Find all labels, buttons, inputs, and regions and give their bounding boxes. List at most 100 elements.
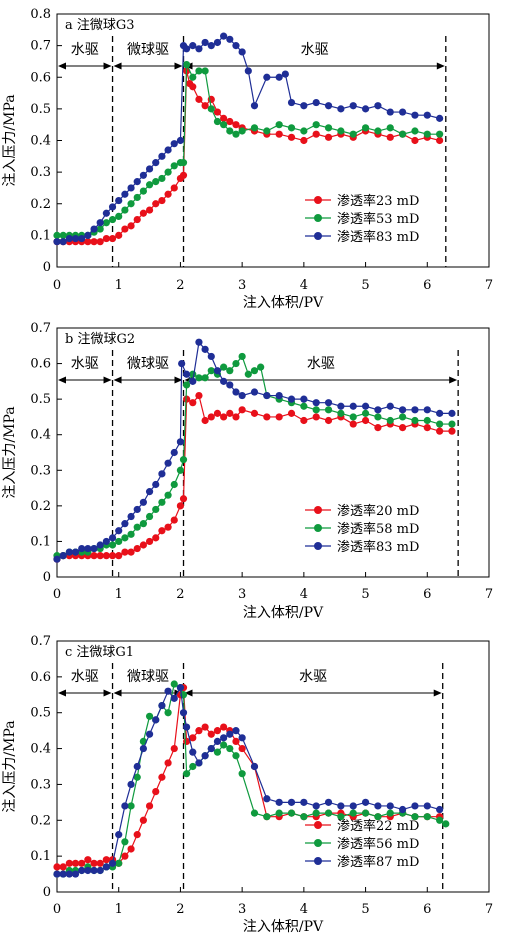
y-axis-title: 注入压力/MPa [2, 720, 18, 812]
series-blue [53, 684, 444, 878]
stage-arrowhead [103, 62, 112, 70]
data-point [127, 548, 135, 556]
data-point [158, 527, 166, 535]
data-point [287, 798, 296, 806]
data-point [78, 859, 86, 867]
data-point [349, 802, 357, 810]
data-point [337, 402, 345, 410]
data-point [300, 402, 308, 410]
data-point [374, 413, 382, 421]
data-point [170, 140, 178, 148]
data-point [133, 178, 141, 186]
y-axis-title: 注入压力/MPa [2, 406, 18, 498]
stage-label: 水驱 [71, 356, 99, 372]
y-tick-label: 0.4 [30, 428, 51, 443]
data-point [226, 730, 234, 738]
panel-a: 0 1 2 3 4 5 6 7 0 0.1 0.2 0.3 0.4 0.5 0.6 0.7 0.8 注入体积/PV… [2, 7, 493, 311]
data-point [201, 345, 209, 353]
data-point [324, 416, 333, 425]
data-point [170, 744, 178, 753]
y-tick-label: 0.4 [30, 134, 51, 149]
data-point [115, 537, 123, 546]
data-point [133, 215, 141, 224]
data-point [244, 370, 252, 378]
stage-label: 微球驱 [127, 669, 169, 685]
data-point [275, 391, 283, 400]
data-point [183, 45, 191, 53]
data-point [170, 680, 178, 688]
data-point [386, 108, 394, 116]
data-point [361, 409, 370, 417]
data-point [179, 171, 188, 179]
legend-marker [314, 506, 322, 514]
data-point [411, 111, 419, 119]
data-point [312, 802, 320, 810]
data-point [275, 121, 283, 129]
data-point [213, 737, 222, 746]
data-point [263, 127, 271, 135]
data-point [78, 234, 86, 243]
data-point [170, 162, 178, 170]
stage-label: 水驱 [71, 42, 99, 58]
legend-label: 渗透率58 mD [337, 521, 419, 537]
data-point [238, 406, 246, 414]
stage-arrowhead [58, 376, 66, 384]
data-point [423, 416, 431, 425]
data-point [201, 102, 209, 110]
data-point [84, 866, 92, 875]
data-point [59, 552, 67, 560]
data-point [84, 544, 92, 553]
data-point [152, 200, 160, 208]
data-point [121, 520, 129, 528]
data-point [287, 124, 296, 132]
data-point [275, 798, 283, 806]
data-point [176, 502, 185, 510]
data-point [158, 152, 166, 160]
data-point [164, 709, 172, 717]
data-point [312, 130, 320, 138]
data-point [121, 206, 129, 214]
legend-marker [314, 214, 322, 222]
data-point [96, 238, 104, 246]
data-point [213, 367, 222, 375]
data-point [423, 406, 431, 414]
legend-marker [314, 196, 322, 204]
data-point [164, 168, 172, 176]
data-point [436, 816, 444, 824]
data-point [170, 448, 178, 457]
data-point [176, 466, 185, 474]
data-point [59, 231, 67, 239]
panel-title: b 注微球G2 [65, 332, 135, 347]
data-point [386, 802, 394, 810]
data-point [238, 770, 246, 778]
stage-label: 微球驱 [127, 356, 169, 372]
data-point [275, 413, 283, 421]
data-point [287, 809, 296, 817]
data-point [423, 130, 431, 138]
data-point [411, 136, 419, 145]
data-point [374, 813, 382, 821]
stage-label: 微球驱 [127, 42, 169, 58]
data-point [250, 124, 259, 132]
data-point [127, 845, 135, 853]
data-point [78, 866, 86, 875]
y-tick-label: 0.1 [30, 849, 51, 864]
data-point [102, 537, 110, 546]
data-point [220, 32, 228, 40]
data-point [324, 809, 333, 817]
data-point [312, 98, 320, 107]
data-point [121, 852, 129, 860]
x-axis-title: 注入体积/PV [243, 295, 324, 311]
data-point [374, 424, 382, 432]
data-point [164, 459, 172, 467]
data-point [250, 762, 259, 771]
data-point [250, 388, 259, 396]
x-tick-label: 7 [485, 587, 493, 602]
data-point [207, 730, 215, 738]
data-point [108, 534, 117, 542]
data-point [244, 67, 252, 75]
panel-b: 0 1 2 3 4 5 6 7 0 0.1 0.2 0.3 0.4 0.5 0.6 0.7 注入体积/PV 注入压… [2, 321, 493, 621]
x-tick-label: 4 [300, 587, 308, 602]
x-tick-label: 5 [361, 902, 369, 917]
data-point [164, 146, 172, 154]
